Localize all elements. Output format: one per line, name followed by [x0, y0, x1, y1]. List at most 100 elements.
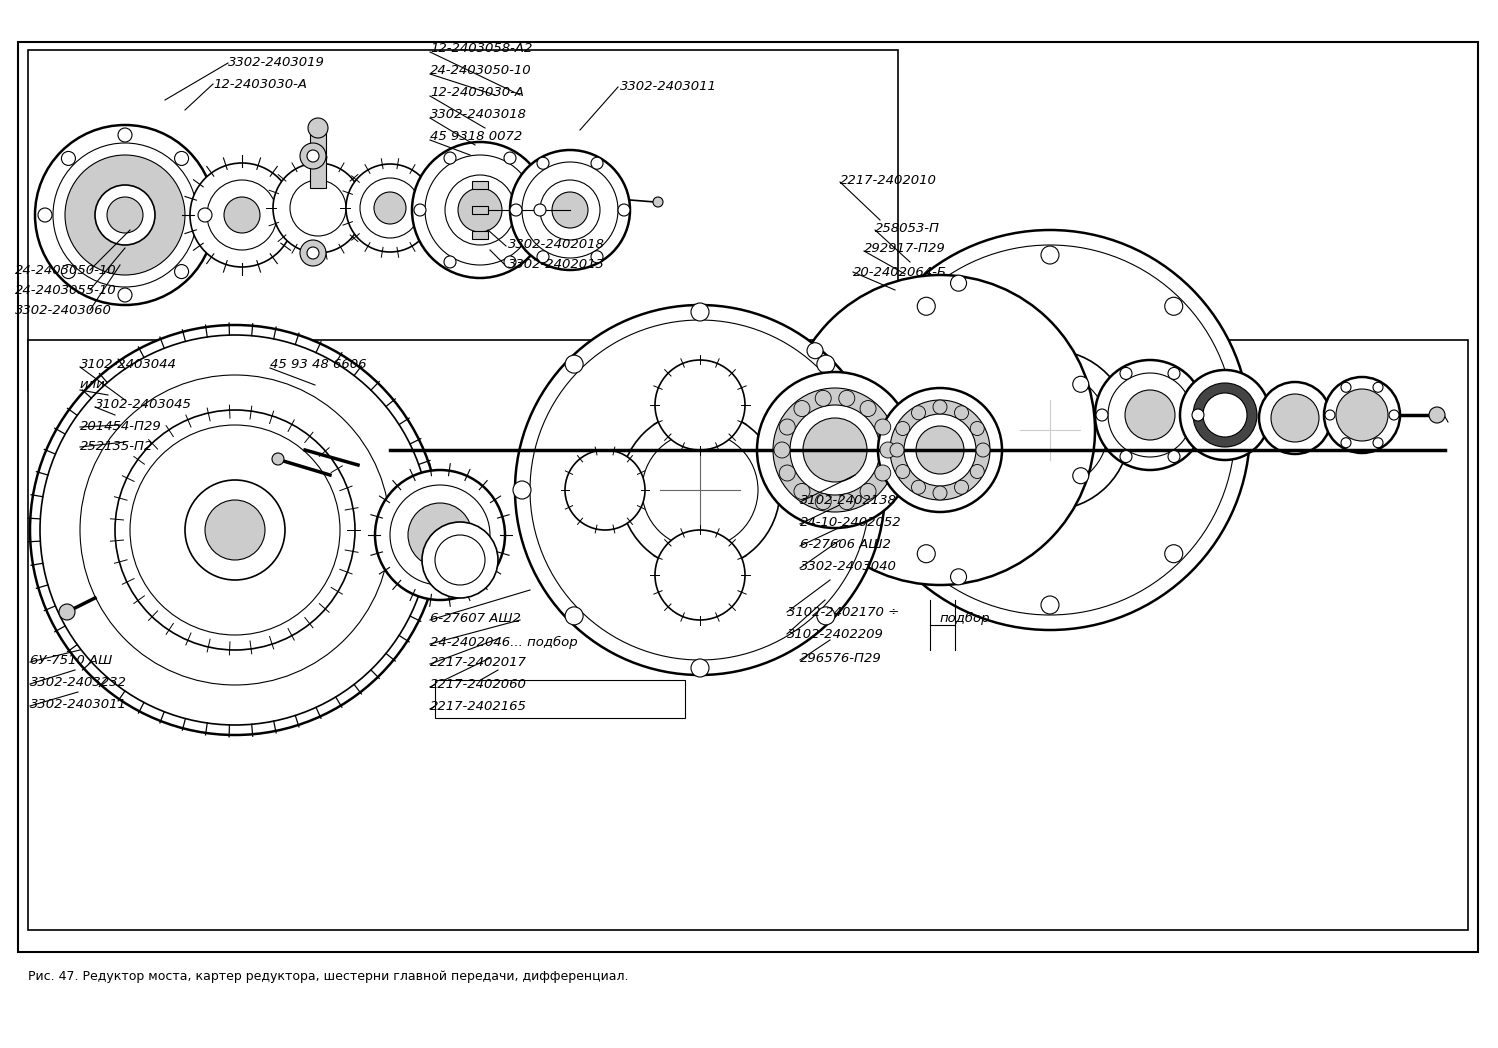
- Circle shape: [1168, 368, 1180, 379]
- Bar: [434, 680, 685, 718]
- Circle shape: [503, 152, 515, 165]
- Circle shape: [1097, 409, 1109, 421]
- Circle shape: [1326, 410, 1335, 420]
- Circle shape: [653, 197, 664, 208]
- Circle shape: [34, 125, 216, 305]
- Circle shape: [1192, 383, 1257, 447]
- Circle shape: [896, 421, 909, 436]
- Circle shape: [915, 425, 965, 474]
- Bar: [472, 181, 488, 189]
- Circle shape: [890, 443, 903, 457]
- Circle shape: [1041, 596, 1059, 614]
- Circle shape: [551, 192, 589, 228]
- Text: 296576-П29: 296576-П29: [800, 652, 882, 664]
- Circle shape: [1341, 438, 1351, 447]
- Circle shape: [40, 335, 430, 725]
- Circle shape: [620, 410, 780, 570]
- Text: 6У-7510 АШ: 6У-7510 АШ: [30, 654, 112, 667]
- Circle shape: [1270, 394, 1320, 442]
- Circle shape: [1429, 407, 1446, 423]
- Bar: [472, 206, 488, 214]
- Text: подбор: подбор: [941, 611, 990, 625]
- Circle shape: [374, 192, 406, 224]
- Circle shape: [536, 250, 548, 263]
- Circle shape: [443, 256, 455, 268]
- Bar: [28, 340, 1468, 930]
- Circle shape: [1374, 438, 1383, 447]
- Circle shape: [1121, 451, 1132, 462]
- Circle shape: [592, 157, 604, 169]
- Text: 12-2403030-А: 12-2403030-А: [430, 86, 524, 99]
- Circle shape: [1180, 370, 1270, 460]
- Circle shape: [389, 485, 490, 585]
- Circle shape: [866, 421, 884, 439]
- Circle shape: [565, 450, 646, 530]
- Circle shape: [512, 481, 530, 499]
- Circle shape: [198, 208, 213, 222]
- Circle shape: [515, 305, 885, 675]
- Circle shape: [61, 264, 75, 279]
- Circle shape: [860, 400, 876, 416]
- Text: 3102-2402209: 3102-2402209: [786, 628, 884, 640]
- Circle shape: [58, 604, 75, 620]
- Text: 24-10-2402052: 24-10-2402052: [800, 516, 902, 528]
- Circle shape: [565, 607, 583, 625]
- Text: 2217-2402010: 2217-2402010: [840, 174, 936, 187]
- Circle shape: [896, 464, 909, 479]
- Circle shape: [773, 388, 897, 512]
- Circle shape: [911, 480, 926, 495]
- Text: 45 9318 0072: 45 9318 0072: [430, 130, 523, 143]
- Circle shape: [1374, 383, 1383, 392]
- Circle shape: [190, 163, 294, 267]
- Circle shape: [807, 343, 822, 358]
- Circle shape: [779, 465, 795, 481]
- Circle shape: [890, 400, 990, 500]
- Circle shape: [951, 276, 966, 291]
- Circle shape: [903, 414, 977, 486]
- Circle shape: [307, 247, 319, 259]
- Bar: [310, 128, 327, 188]
- Circle shape: [309, 118, 328, 138]
- Text: 24-2403050-10: 24-2403050-10: [430, 64, 532, 77]
- Bar: [472, 231, 488, 239]
- Circle shape: [115, 410, 355, 650]
- Circle shape: [539, 180, 601, 240]
- Circle shape: [412, 141, 548, 278]
- Circle shape: [300, 240, 327, 266]
- Circle shape: [954, 406, 969, 420]
- Circle shape: [1125, 390, 1174, 440]
- Circle shape: [619, 204, 631, 216]
- Circle shape: [273, 453, 285, 465]
- Text: 12-2403030-А: 12-2403030-А: [213, 78, 307, 90]
- Text: 24-2402046... подбор: 24-2402046... подбор: [430, 635, 578, 649]
- Circle shape: [530, 320, 870, 660]
- Circle shape: [425, 155, 535, 265]
- Text: 3102-2403044: 3102-2403044: [79, 358, 177, 371]
- Circle shape: [37, 208, 52, 222]
- Circle shape: [954, 480, 969, 495]
- Circle shape: [917, 298, 935, 315]
- Circle shape: [1073, 467, 1089, 484]
- Text: 3102-2402138: 3102-2402138: [800, 494, 897, 506]
- Circle shape: [1165, 545, 1183, 563]
- Circle shape: [118, 128, 132, 141]
- Circle shape: [175, 151, 189, 166]
- Circle shape: [1168, 451, 1180, 462]
- Text: 3302-2403011: 3302-2403011: [620, 81, 718, 93]
- Text: 20-2402064-Б: 20-2402064-Б: [852, 265, 947, 279]
- Text: 45 93 48 6606: 45 93 48 6606: [270, 358, 367, 371]
- Circle shape: [977, 443, 990, 457]
- Circle shape: [445, 175, 515, 245]
- Circle shape: [509, 204, 521, 216]
- Circle shape: [691, 303, 709, 321]
- Circle shape: [533, 204, 545, 216]
- Text: 3302-2402013: 3302-2402013: [508, 258, 605, 270]
- Circle shape: [815, 390, 831, 407]
- Circle shape: [64, 155, 184, 275]
- Circle shape: [849, 230, 1249, 630]
- Text: 12-2403058-А2: 12-2403058-А2: [430, 42, 532, 54]
- Circle shape: [1073, 376, 1089, 392]
- Circle shape: [205, 500, 265, 560]
- Text: 252135-П2: 252135-П2: [79, 440, 153, 454]
- Circle shape: [971, 464, 984, 479]
